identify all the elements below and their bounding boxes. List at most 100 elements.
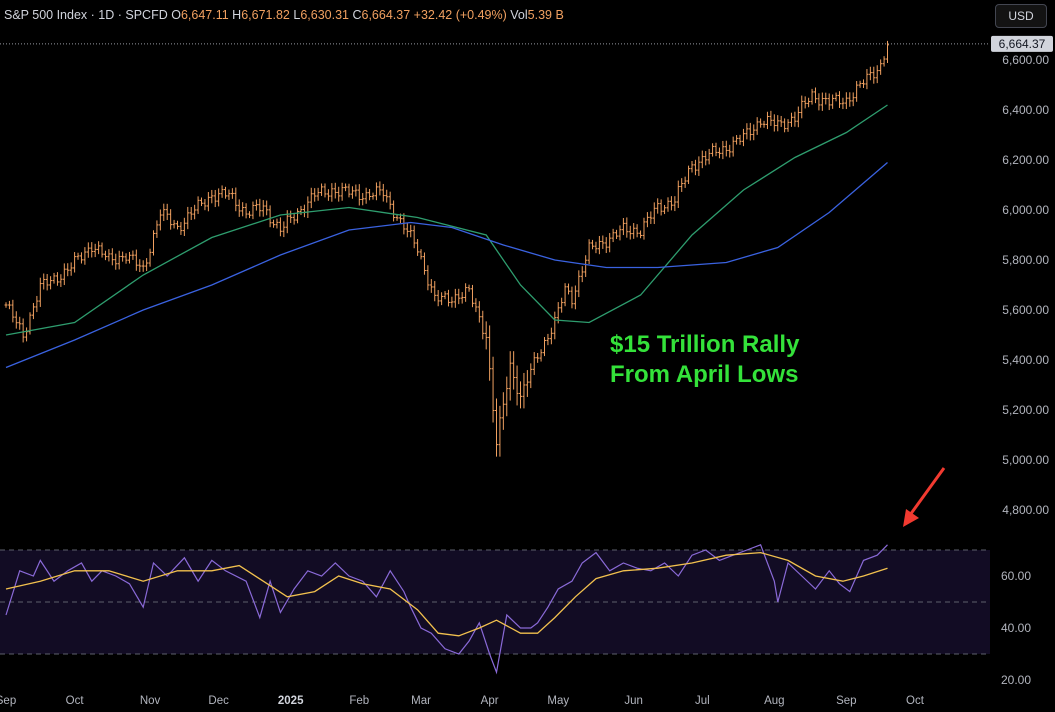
price-bar [217, 188, 221, 207]
price-bar [230, 188, 234, 199]
price-bar [323, 183, 327, 198]
price-bar [49, 276, 53, 290]
price-bar [786, 119, 790, 132]
price-bar [169, 209, 173, 230]
price-bar [488, 325, 492, 381]
price-bar [700, 150, 704, 169]
chart-header: S&P 500 Index · 1D · SPCFD O6,647.11 H6,… [4, 8, 564, 22]
price-tick-label: 5,800.00 [1002, 253, 1049, 267]
price-bar [735, 135, 739, 145]
price-bar [73, 252, 77, 273]
price-bar [844, 92, 848, 110]
price-bar [783, 118, 787, 133]
price-bar [659, 199, 663, 216]
high-label: H [232, 8, 242, 22]
price-bar [155, 220, 159, 238]
price-bar [110, 248, 114, 266]
price-bar [765, 111, 769, 130]
price-bar [676, 180, 680, 208]
price-bar [11, 299, 15, 323]
price-bar [543, 337, 547, 357]
price-bar [333, 182, 337, 199]
price-bar [625, 217, 629, 238]
currency-button[interactable]: USD [995, 4, 1047, 28]
price-bar [621, 217, 625, 236]
price-bar [460, 292, 464, 304]
x-tick-label: May [547, 695, 569, 707]
price-bar [721, 140, 725, 160]
price-bar [313, 188, 317, 202]
price-bar [848, 92, 852, 107]
price-bar [769, 110, 773, 126]
rsi-lines [5, 544, 888, 675]
price-bar [251, 201, 255, 220]
rsi-ma-line [5, 551, 888, 637]
price-bar [66, 263, 70, 277]
price-bar [618, 225, 622, 241]
price-bar [639, 230, 643, 239]
price-bar [124, 253, 128, 264]
price-bar [728, 144, 732, 158]
price-bar [237, 199, 241, 217]
price-bar [31, 302, 35, 320]
x-tick-label: Oct [906, 695, 925, 707]
price-bar [868, 66, 872, 81]
price-bar [820, 92, 824, 111]
price-tick-label: 6,200.00 [1002, 153, 1049, 167]
price-bar [395, 214, 399, 221]
price-bar [577, 270, 581, 298]
price-bar [224, 186, 228, 199]
price-bar [872, 66, 876, 84]
price-bar [512, 351, 516, 390]
price-bar [357, 184, 361, 206]
price-bar [289, 210, 293, 223]
price-tick-label: 6,600.00 [1002, 53, 1049, 67]
moving-averages [5, 104, 888, 369]
price-bar [611, 228, 615, 243]
price-bar [296, 208, 300, 224]
price-bar [690, 161, 694, 173]
price-bar [86, 242, 90, 258]
price-bar [248, 211, 252, 219]
price-bar [656, 198, 660, 214]
price-bar [707, 148, 711, 165]
price-bar [470, 284, 474, 308]
price-bar [484, 321, 488, 350]
price-bar [549, 327, 553, 345]
x-tick-label: 2025 [278, 695, 304, 707]
price-bar [608, 233, 612, 253]
price-tick-label: 5,600.00 [1002, 303, 1049, 317]
price-bar [38, 277, 42, 307]
price-bar [210, 189, 214, 204]
price-bar [213, 189, 217, 208]
price-bar [381, 183, 385, 202]
price-bar [573, 285, 577, 310]
annotation-line-1: $15 Trillion Rally [610, 331, 800, 358]
price-bar [14, 311, 18, 329]
price-bar [594, 241, 598, 254]
arrow-head [903, 509, 919, 527]
price-bar [158, 209, 162, 231]
price-bar [539, 349, 543, 362]
price-bar [385, 189, 389, 203]
price-bar [759, 118, 763, 128]
price-bar [704, 151, 708, 166]
symbol-title: S&P 500 Index · 1D · SPCFD [4, 8, 168, 22]
price-tick-label: 5,200.00 [1002, 403, 1049, 417]
price-bar [632, 223, 636, 239]
price-bar [388, 191, 392, 210]
price-bar [361, 193, 365, 206]
price-bar [745, 123, 749, 140]
price-bar [813, 87, 817, 104]
x-tick-label: Nov [140, 695, 161, 707]
price-bar [141, 260, 145, 272]
price-bar [272, 219, 276, 228]
last-price-badge [991, 35, 1053, 52]
price-bar [90, 242, 94, 258]
price-bar [755, 117, 759, 135]
price-bar [477, 301, 481, 323]
price-bar [875, 65, 879, 84]
price-bar [189, 207, 193, 220]
price-bar [683, 176, 687, 188]
